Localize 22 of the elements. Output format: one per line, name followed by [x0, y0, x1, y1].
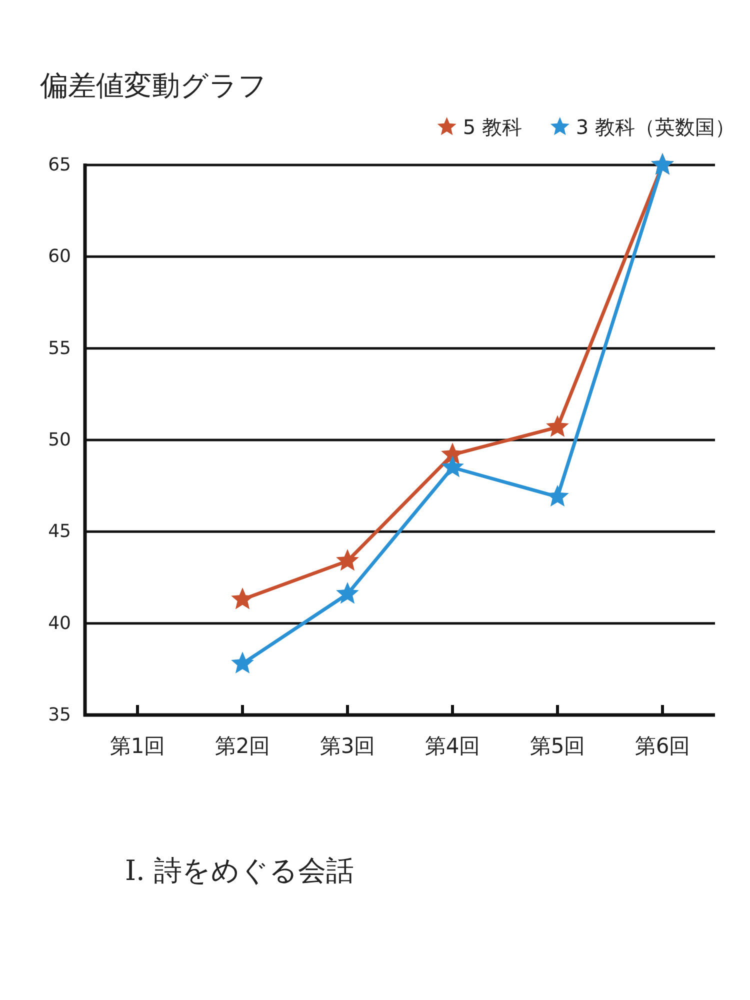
x-tick-label: 第2回 [214, 734, 270, 758]
point [546, 415, 569, 437]
y-tick-label: 35 [48, 704, 71, 726]
y-tick-label: 65 [48, 154, 71, 176]
point [441, 456, 464, 478]
y-tick-label: 50 [48, 430, 71, 450]
chart-title: 偏差値変動グラフ [40, 69, 267, 102]
x-tick-label: 第5回 [530, 734, 586, 758]
legend-label: 5 教科 [462, 115, 522, 139]
point [336, 582, 359, 604]
y-tick-label: 60 [48, 246, 71, 268]
x-tick-label: 第4回 [424, 734, 480, 758]
y-tick-label: 45 [48, 521, 71, 542]
y-tick-label: 40 [48, 612, 71, 634]
x-tick-label: 第3回 [320, 734, 376, 758]
y-tick-label: 55 [48, 338, 71, 359]
point [231, 652, 254, 674]
x-tick-label: 第6回 [634, 734, 690, 758]
point [336, 549, 359, 571]
x-tick-label: 第1回 [110, 734, 166, 758]
legend-label: 3 教科（英数国） [576, 115, 725, 139]
text: I. 詩をめぐる会話 [125, 854, 354, 887]
